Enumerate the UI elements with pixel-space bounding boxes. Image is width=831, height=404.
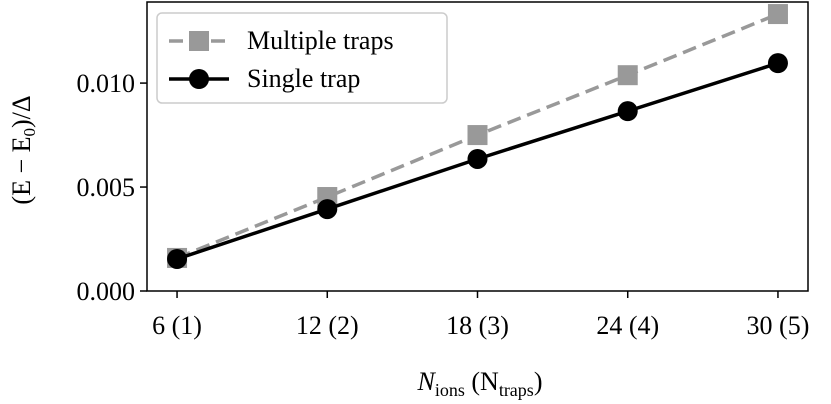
point	[767, 4, 788, 25]
point	[617, 101, 638, 122]
x-tick-label: 24 (4)	[596, 311, 659, 340]
x-label-part: (N	[465, 367, 499, 396]
x-tick-label: 18 (3)	[446, 311, 509, 340]
y-label-part: )/Δ	[7, 95, 36, 128]
legend-label: Single trap	[247, 64, 360, 93]
point	[467, 148, 488, 169]
y-label-part: (E − E	[7, 137, 36, 205]
x-axis-label: Nions (Ntraps)	[417, 367, 543, 400]
x-label-part: N	[417, 367, 437, 396]
y-tick-label: 0.005	[77, 173, 136, 202]
y-tick-label: 0.010	[77, 69, 136, 98]
legend-label: Multiple traps	[247, 26, 394, 55]
point	[617, 65, 638, 86]
legend-marker	[189, 69, 209, 89]
x-label-part: )	[534, 367, 543, 396]
y-label-part: 0	[20, 128, 39, 137]
y-axis-label: (E − E0)/Δ	[7, 95, 39, 204]
x-label-part: traps	[499, 380, 534, 400]
legend-box	[156, 12, 448, 104]
x-tick-label: 12 (2)	[296, 311, 359, 340]
x-tick-label: 6 (1)	[152, 311, 202, 340]
x-label-part: ions	[435, 380, 465, 400]
point	[167, 248, 188, 269]
plot-frame	[146, 1, 809, 292]
point	[767, 53, 788, 74]
point	[467, 125, 488, 146]
legend-marker	[189, 31, 209, 51]
y-tick-label: 0.000	[77, 277, 136, 306]
x-tick-label: 30 (5)	[747, 311, 810, 340]
point	[317, 199, 338, 220]
